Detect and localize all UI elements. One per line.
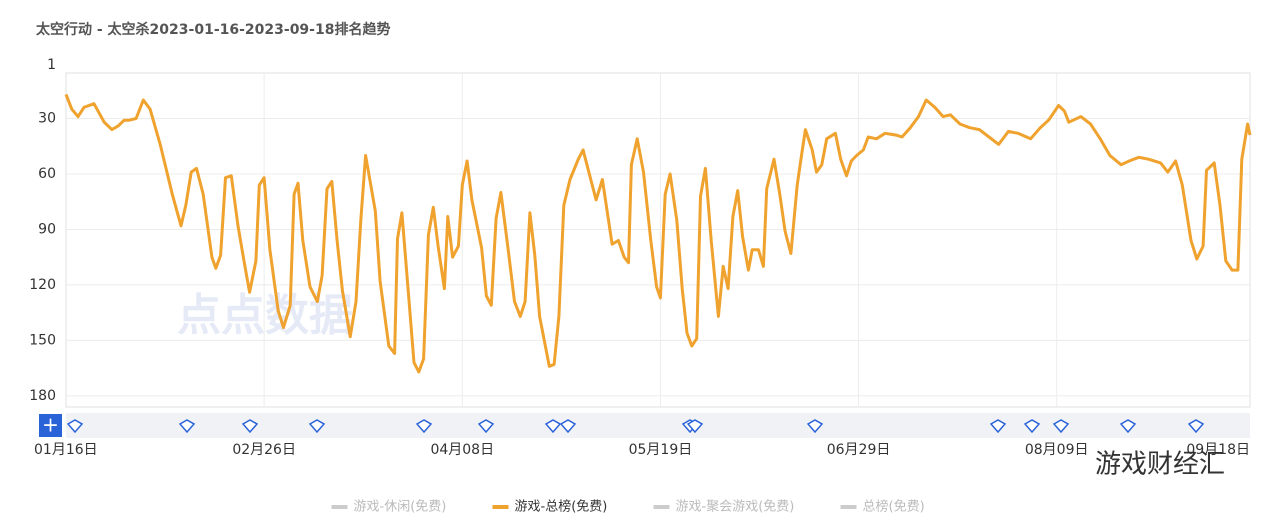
event-marker xyxy=(1187,419,1205,434)
legend-label: 游戏-总榜(免费) xyxy=(515,499,608,515)
event-marker xyxy=(477,419,495,434)
event-marker xyxy=(178,419,196,434)
event-marker xyxy=(241,419,259,434)
add-button[interactable] xyxy=(39,414,62,437)
event-marker xyxy=(544,419,562,434)
x-tick-label: 05月19日 xyxy=(629,442,693,458)
y-tick-label: 180 xyxy=(29,388,56,404)
legend-label: 游戏-聚会游戏(免费) xyxy=(676,500,795,515)
event-marker xyxy=(989,419,1007,434)
event-marker xyxy=(1023,419,1041,434)
x-tick-label: 09月18日 xyxy=(1186,442,1250,458)
x-tick-label: 02月26日 xyxy=(232,442,296,458)
plot-area xyxy=(65,72,1251,408)
legend-label: 总榜(免费) xyxy=(863,499,925,515)
chart-title: 太空行动 - 太空杀2023-01-16-2023-09-18排名趋势 xyxy=(36,21,390,38)
x-tick-label: 01月16日 xyxy=(34,442,98,458)
y-tick-label: 60 xyxy=(38,166,56,182)
x-tick-label: 08月09日 xyxy=(1025,442,1089,458)
event-marker xyxy=(806,419,824,434)
watermark: 点点数据 xyxy=(177,290,353,341)
event-marker xyxy=(308,419,326,434)
add-icon: + xyxy=(42,413,59,437)
legend-label: 游戏-休闲(免费) xyxy=(354,500,447,515)
series-line xyxy=(64,93,1252,374)
y-tick-label: 30 xyxy=(38,110,56,126)
event-marker xyxy=(415,419,433,434)
event-strip xyxy=(66,413,1250,438)
event-marker xyxy=(1119,419,1137,434)
x-tick-label: 04月08日 xyxy=(430,442,494,458)
y-tick-label: 1 xyxy=(47,57,56,73)
event-marker xyxy=(559,419,577,434)
y-tick-label: 150 xyxy=(29,332,56,348)
x-tick-label: 06月29日 xyxy=(827,442,891,458)
event-marker xyxy=(686,419,704,434)
y-tick-label: 120 xyxy=(29,277,56,293)
y-tick-label: 90 xyxy=(38,221,56,237)
event-marker xyxy=(66,419,84,434)
watermark: 游戏财经汇 xyxy=(1095,450,1225,480)
event-marker xyxy=(1052,419,1070,434)
